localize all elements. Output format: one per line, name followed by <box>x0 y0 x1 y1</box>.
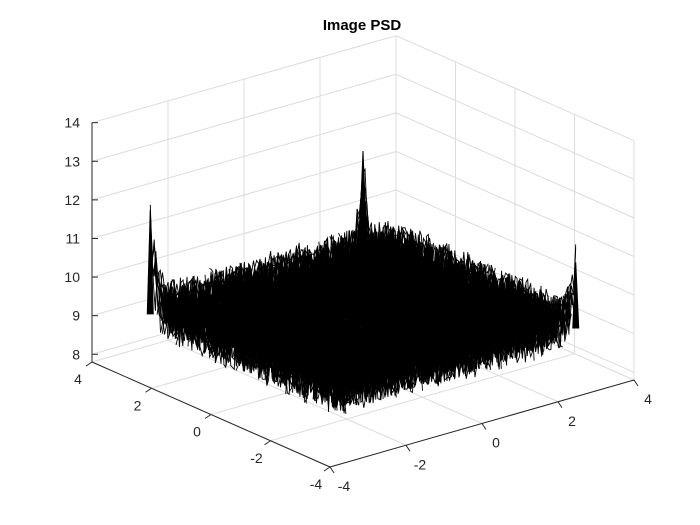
y-tick-mark-0 <box>323 466 331 472</box>
grid-line-backwall-y-z3 <box>91 150 397 239</box>
grid-line-backwall-y-z2 <box>91 189 397 278</box>
y-tick-mark-4 <box>85 361 93 367</box>
grid-line-backwall-x-z4 <box>395 112 635 219</box>
grid-line-backwall-x-z5 <box>395 73 635 180</box>
grid-line-backwall-y-z4 <box>91 112 397 201</box>
z-tick-label-4: 12 <box>64 192 80 208</box>
surface <box>146 150 580 414</box>
surface-col-109 <box>388 230 577 335</box>
y-tick-mark-3 <box>145 387 152 393</box>
surface-col-89 <box>344 230 533 351</box>
z-tick-label-3: 11 <box>65 230 80 246</box>
chart-title: Image PSD <box>323 17 402 34</box>
y-tick-mark-1 <box>264 440 271 446</box>
y-tick-label-4: 4 <box>74 371 82 387</box>
x-tick-mark-1 <box>405 444 411 452</box>
x-tick-mark-4 <box>633 379 639 387</box>
z-tick-label-0: 8 <box>72 346 80 362</box>
grid-line-backwall-x-z3 <box>395 151 635 257</box>
x-tick-label-0: -4 <box>338 478 351 494</box>
x-tick-label-2: 0 <box>492 435 500 451</box>
tick-labels: -4 -2 0 2 4 -4 -2 0 2 4 8 9 10 11 12 13 14 <box>64 115 652 494</box>
z-tick-label-5: 13 <box>64 153 80 169</box>
y-tick-label-3: 2 <box>134 397 142 413</box>
z-tick-label-6: 14 <box>64 115 80 131</box>
grid-line-backwall-y-z5 <box>91 73 397 162</box>
x-tick-label-1: -2 <box>414 456 427 472</box>
grid-line-backwall-x-z2 <box>395 189 635 296</box>
grid-line-backwall-x-z6 <box>395 35 635 142</box>
y-tick-label-0: -4 <box>310 476 323 492</box>
x-tick-label-4: 4 <box>644 391 652 407</box>
surface-col-90 <box>346 230 535 361</box>
y-tick-label-1: -2 <box>250 450 263 466</box>
x-tick-mark-2 <box>481 423 487 430</box>
center-peak <box>355 150 371 322</box>
x-tick-mark-3 <box>557 401 563 409</box>
axes <box>85 122 639 474</box>
x-tick-mark-0 <box>329 466 335 474</box>
right-corner-peak <box>572 262 580 329</box>
grid-line-backwall-y-z6 <box>91 35 397 124</box>
left-corner-peak <box>146 209 154 315</box>
grid-line-floor-y1 <box>270 353 575 442</box>
x-tick-label-3: 2 <box>568 413 576 429</box>
z-tick-label-1: 9 <box>72 308 80 324</box>
y-tick-label-2: 0 <box>193 424 201 440</box>
y-tick-mark-2 <box>204 414 212 419</box>
surface-col-100 <box>368 230 557 351</box>
surface-col-69 <box>300 248 489 366</box>
surface-col-108 <box>386 226 574 335</box>
z-tick-label-2: 10 <box>64 269 80 285</box>
